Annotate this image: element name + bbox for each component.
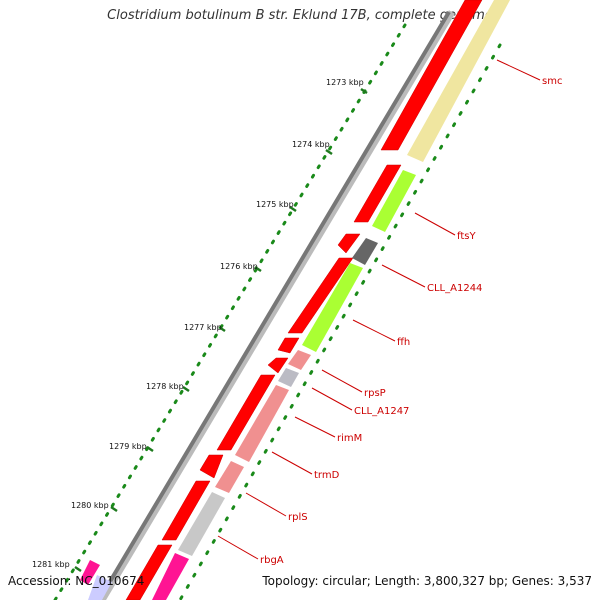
gene-block-rimM: [235, 385, 289, 462]
gene-block-CLL_A1244: [352, 238, 378, 265]
cds-block-6: [267, 357, 289, 374]
tick-mark-1275: [289, 205, 297, 213]
leader-trmD: [271, 451, 313, 475]
leader-rplS: [245, 492, 287, 517]
leader-rpsP: [321, 369, 363, 393]
edge-block-lavender: [88, 575, 112, 600]
tick-label: 1278 kbp: [146, 382, 184, 391]
accession-text: Accession: NC_010674: [8, 574, 145, 588]
gene-block-rbgA: [152, 553, 189, 600]
tick-mark-1278: [182, 385, 190, 393]
edge-block-pink: [80, 560, 100, 585]
cds-block-2: [353, 164, 402, 223]
gene-block-ftsY: [372, 170, 416, 232]
tick-label: 1274 kbp: [292, 140, 330, 149]
tick-label: 1279 kbp: [109, 442, 147, 451]
tick-label: 1273 kbp: [326, 78, 364, 87]
cds-block-7: [216, 374, 276, 451]
gene-block-CLL_A1247: [278, 368, 299, 387]
leader-ftsY: [414, 212, 456, 236]
gene-block-trmD: [215, 461, 244, 493]
leader-rbgA: [217, 535, 259, 560]
tick-mark-1274: [325, 148, 333, 156]
topology-summary: Topology: circular; Length: 3,800,327 bp…: [262, 574, 592, 588]
tick-mark-1281: [74, 565, 82, 573]
gene-label-CLL_A1247: CLL_A1247: [354, 406, 409, 417]
gene-label-rpsP: rpsP: [364, 388, 386, 399]
gene-labels: smc ftsY CLL_A1244 ffh rpsP CLL_A1247 ri…: [260, 76, 562, 566]
backbone-shadow: [98, 10, 456, 600]
cds-block-10: [125, 544, 173, 600]
gene-label-rbgA: rbgA: [260, 555, 284, 566]
tick-label: 1281 kbp: [32, 560, 70, 569]
tick-guide-dots: [53, 23, 407, 600]
leader-CLL_A1244: [381, 264, 426, 288]
tick-label: 1280 kbp: [71, 501, 109, 510]
cds-block-4: [287, 257, 354, 334]
gene-track: [152, 0, 510, 600]
cds-block-5: [277, 337, 300, 354]
gene-label-ffh: ffh: [397, 337, 410, 348]
gene-label-ftsY: ftsY: [457, 231, 476, 242]
gene-block-smc: [407, 0, 510, 162]
gene-block-rplS: [178, 492, 225, 556]
tick-label: 1275 kbp: [256, 200, 294, 209]
tick-mark-1279: [146, 445, 154, 453]
leader-ffh: [352, 319, 396, 342]
leader-smc: [496, 59, 541, 81]
cds-track: [125, 0, 483, 600]
tick-mark-1273: [360, 87, 368, 95]
backbone: [97, 10, 451, 600]
gene-label-CLL_A1244: CLL_A1244: [427, 283, 482, 294]
tick-mark-1277: [218, 325, 226, 333]
cds-block-3: [337, 233, 361, 254]
gene-leaders: [217, 59, 541, 560]
leader-CLL_A1247: [311, 387, 353, 411]
cds-block-1: [380, 0, 483, 151]
kbp-tick-marks: [74, 87, 368, 573]
gene-block-rpsP: [288, 350, 311, 370]
tick-mark-1280: [110, 505, 118, 513]
inner-guide-dots: [178, 43, 502, 600]
cds-block-8: [199, 454, 224, 479]
leader-rimM: [294, 416, 336, 438]
gene-label-trmD: trmD: [314, 470, 340, 481]
gene-label-smc: smc: [542, 76, 562, 87]
gene-label-rimM: rimM: [337, 433, 362, 444]
tick-label: 1276 kbp: [220, 262, 258, 271]
map-title: Clostridium botulinum B str. Eklund 17B,…: [107, 8, 493, 23]
tick-mark-1276: [254, 265, 262, 273]
tick-label: 1277 kbp: [184, 323, 222, 332]
gene-block-ffh: [302, 263, 363, 352]
kbp-labels: 1273 kbp 1274 kbp 1275 kbp 1276 kbp 1277…: [32, 78, 364, 569]
cds-block-9: [161, 480, 211, 541]
gene-label-rplS: rplS: [288, 512, 308, 523]
